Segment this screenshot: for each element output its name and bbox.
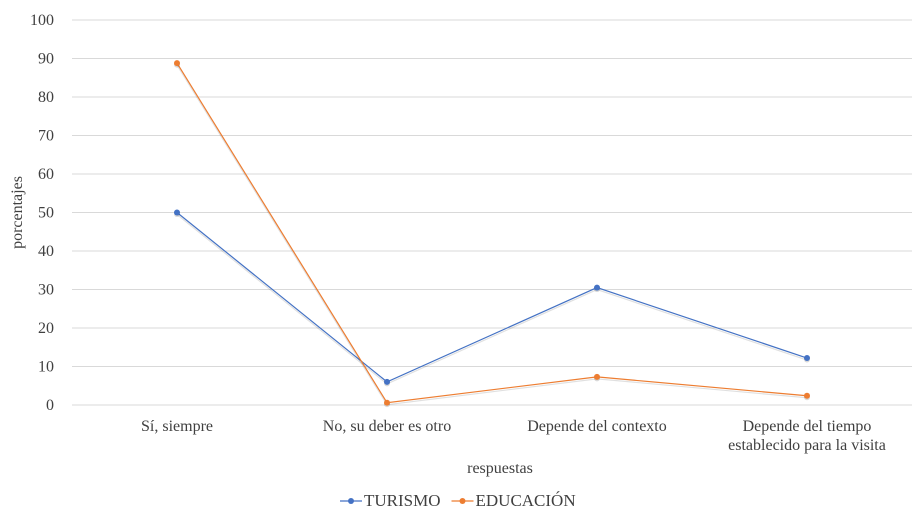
- legend-marker: [348, 498, 354, 504]
- data-point: [384, 399, 390, 406]
- y-tick-label: 0: [46, 397, 54, 414]
- x-axis-ticks: Sí, siempre No, su deber es otro Depende d…: [141, 418, 886, 454]
- y-tick-label: 30: [38, 282, 54, 299]
- y-tick-label: 90: [38, 51, 54, 68]
- y-tick-label: 60: [38, 166, 54, 183]
- x-tick-label: No, su deber es otro: [323, 418, 451, 435]
- x-axis-title: respuestas: [467, 460, 533, 477]
- y-tick-label: 40: [38, 243, 54, 260]
- series-educación: [174, 60, 810, 408]
- legend-item-turismo: TURISMO: [340, 491, 441, 510]
- series-line-shadow: [176, 214, 808, 385]
- y-tick-label: 70: [38, 128, 54, 145]
- y-axis-title: porcentajes: [9, 176, 26, 249]
- y-tick-label: 10: [38, 359, 54, 376]
- legend-label: TURISMO: [364, 491, 441, 510]
- x-tick-label: Sí, siempre: [141, 418, 213, 435]
- series-turismo: [174, 209, 810, 387]
- legend-item-educación: EDUCACIÓN: [451, 491, 576, 510]
- y-axis-ticks: 0 10 20 30 40 50 60 70 80 90 100: [30, 12, 54, 414]
- y-tick-label: 80: [38, 89, 54, 106]
- data-point: [174, 60, 180, 67]
- data-point: [594, 284, 600, 291]
- series-line: [176, 62, 808, 404]
- data-point: [174, 209, 180, 216]
- x-tick-label: Depende del contexto: [527, 418, 667, 435]
- series-line-shadow: [176, 64, 808, 406]
- legend-label: EDUCACIÓN: [476, 491, 576, 510]
- x-tick-label: Depende del tiempo establecido para la vi…: [728, 418, 886, 454]
- data-point: [594, 373, 600, 380]
- series-line: [176, 212, 808, 383]
- y-tick-label: 50: [38, 205, 54, 222]
- legend-marker: [459, 498, 466, 504]
- data-point: [384, 378, 390, 385]
- data-point: [804, 355, 810, 362]
- legend: TURISMO EDUCACIÓN: [340, 491, 576, 510]
- gridlines: [72, 19, 912, 406]
- series-layer: [174, 60, 810, 408]
- data-point: [804, 392, 810, 399]
- y-tick-label: 20: [38, 320, 54, 337]
- y-tick-label: 100: [30, 12, 54, 29]
